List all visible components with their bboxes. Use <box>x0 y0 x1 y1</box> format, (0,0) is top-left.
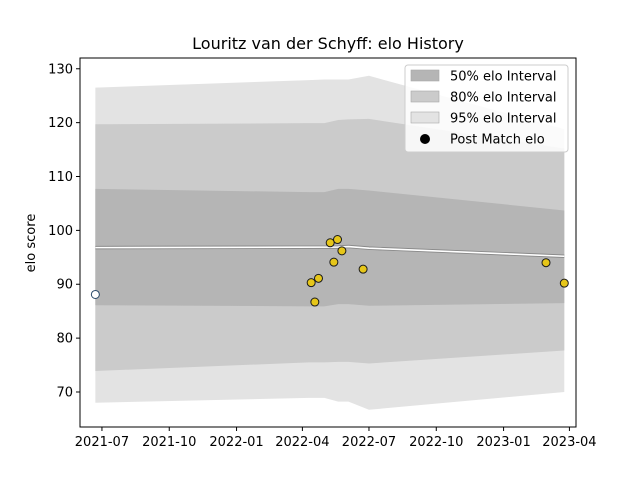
x-tick-label: 2023-04 <box>542 435 596 450</box>
post-match-point <box>541 258 551 268</box>
plot-area: 2021-07 2021-10 2022-01 2022-04 2022-07 2022-… <box>48 57 597 450</box>
post-match-point <box>306 278 316 288</box>
y-tick-label: 130 <box>48 62 73 77</box>
legend-entry-label: 95% elo Interval <box>450 112 557 127</box>
post-match-point <box>310 297 320 307</box>
post-match-point <box>313 273 323 283</box>
post-match-point <box>333 235 343 245</box>
y-tick-label: 120 <box>48 116 73 131</box>
y-tick-label: 100 <box>48 224 73 239</box>
initial-elo-point <box>90 289 100 299</box>
post-match-point <box>358 264 368 274</box>
post-match-point <box>329 257 339 267</box>
post-match-point <box>325 238 335 248</box>
post-match-point <box>559 278 569 288</box>
x-tick-label: 2022-07 <box>342 435 396 450</box>
x-tick-label: 2021-10 <box>142 435 196 450</box>
legend-entry-label: Post Match elo <box>450 133 545 148</box>
legend-box <box>404 64 569 153</box>
y-tick-label: 90 <box>56 278 73 293</box>
x-tick-label: 2023-01 <box>476 435 530 450</box>
legend-entry-label: 80% elo Interval <box>450 91 557 106</box>
axes-frame <box>79 57 577 428</box>
x-tick-label: 2022-10 <box>409 435 463 450</box>
legend-swatch-95 <box>410 111 440 124</box>
x-tick-label: 2022-01 <box>209 435 263 450</box>
y-axis-label: elo score <box>24 214 39 273</box>
y-tick-label: 80 <box>56 332 73 347</box>
legend-marker-post-match <box>420 134 430 144</box>
legend-entry-label: 50% elo Interval <box>450 70 557 85</box>
y-tick-label: 110 <box>48 170 73 185</box>
y-tick-label: 70 <box>56 385 73 400</box>
legend-swatch-80 <box>410 90 440 103</box>
legend: 50% elo Interval 80% elo Interval 95% elo … <box>404 64 569 153</box>
plot-inner <box>90 75 569 410</box>
post-match-point <box>337 246 347 256</box>
mean-elo-line <box>95 245 565 258</box>
x-tick-label: 2021-07 <box>75 435 129 450</box>
x-tick-label: 2022-04 <box>275 435 329 450</box>
chart-title: Louritz van der Schyff: elo History <box>192 34 464 53</box>
legend-swatch-50 <box>410 69 440 82</box>
